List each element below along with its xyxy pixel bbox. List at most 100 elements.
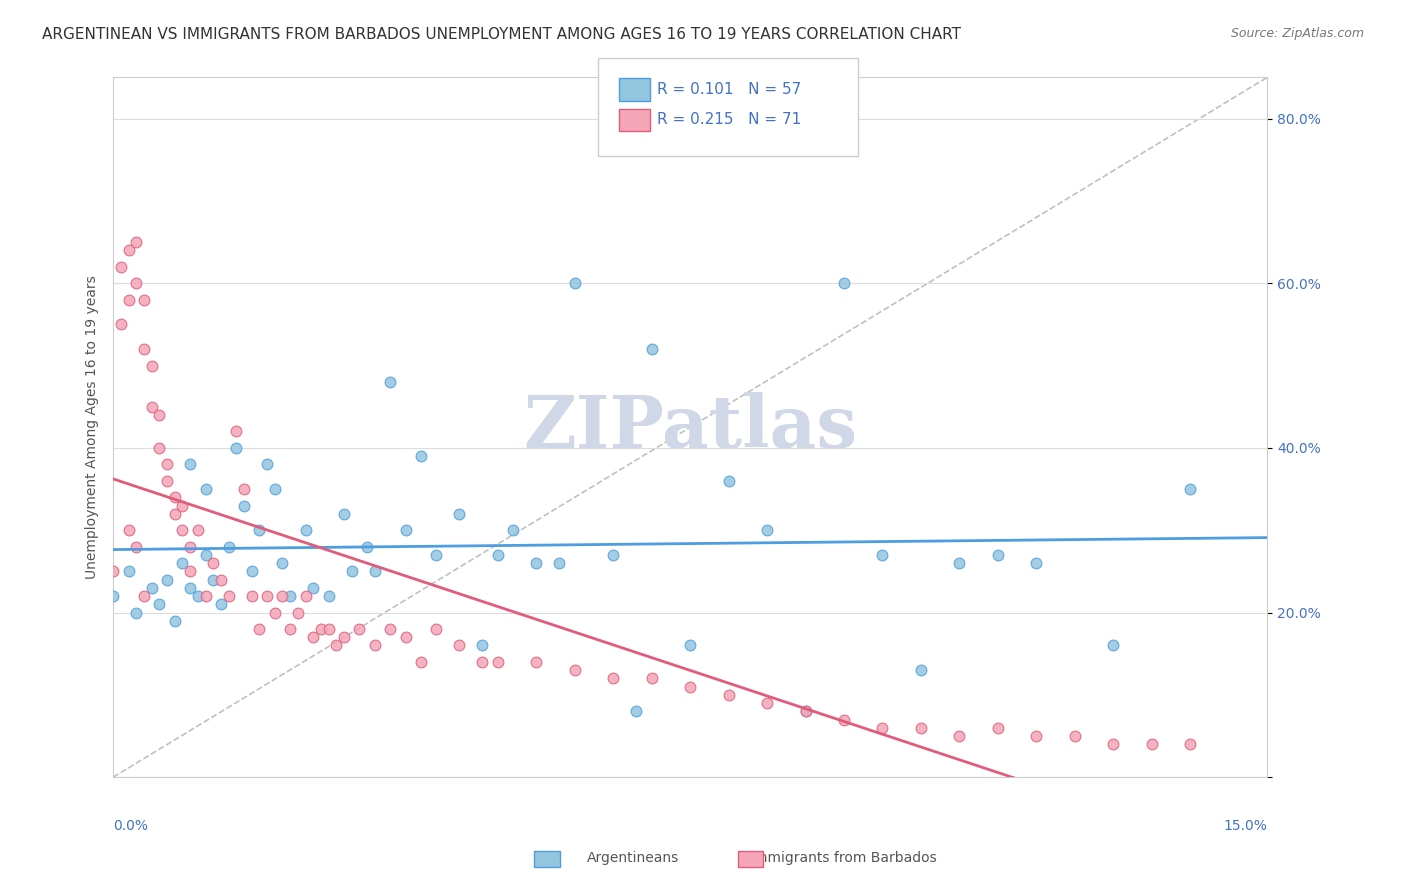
Point — [356, 540, 378, 554]
Point — [271, 589, 294, 603]
Point — [641, 672, 664, 686]
Point — [486, 655, 509, 669]
Point — [247, 523, 270, 537]
Point — [626, 704, 648, 718]
Point — [910, 721, 932, 735]
Point — [602, 672, 624, 686]
Point — [794, 704, 817, 718]
Point — [103, 565, 125, 579]
Point — [364, 639, 387, 653]
Point — [156, 474, 179, 488]
Point — [233, 482, 256, 496]
Point — [1140, 737, 1163, 751]
Point — [263, 482, 285, 496]
Point — [117, 523, 139, 537]
Point — [287, 606, 309, 620]
Point — [179, 565, 201, 579]
Point — [240, 589, 263, 603]
Point — [125, 277, 148, 291]
Point — [378, 375, 401, 389]
Point — [194, 589, 217, 603]
Point — [218, 540, 240, 554]
Point — [125, 235, 148, 249]
Point — [110, 260, 132, 274]
Point — [172, 556, 194, 570]
Point — [717, 474, 740, 488]
Point — [987, 548, 1010, 562]
Point — [1025, 729, 1047, 743]
Point — [409, 449, 432, 463]
Point — [1178, 482, 1201, 496]
Point — [294, 589, 316, 603]
Text: R = 0.215   N = 71: R = 0.215 N = 71 — [657, 112, 801, 127]
Point — [449, 639, 471, 653]
Point — [564, 277, 586, 291]
Point — [187, 523, 209, 537]
Point — [486, 548, 509, 562]
Point — [278, 622, 301, 636]
Point — [364, 565, 387, 579]
Y-axis label: Unemployment Among Ages 16 to 19 years: Unemployment Among Ages 16 to 19 years — [86, 276, 100, 579]
Point — [309, 622, 332, 636]
Point — [340, 565, 363, 579]
Point — [679, 639, 702, 653]
Text: ZIPatlas: ZIPatlas — [523, 392, 858, 463]
Point — [256, 589, 278, 603]
Point — [318, 589, 340, 603]
Point — [278, 589, 301, 603]
Point — [225, 441, 247, 455]
Point — [1102, 737, 1125, 751]
Point — [256, 458, 278, 472]
Point — [948, 729, 970, 743]
Point — [209, 573, 232, 587]
Point — [163, 490, 186, 504]
Text: Argentineans: Argentineans — [586, 851, 679, 865]
Point — [202, 573, 225, 587]
Point — [602, 548, 624, 562]
Point — [110, 318, 132, 332]
Point — [240, 565, 263, 579]
Point — [263, 606, 285, 620]
Point — [832, 713, 855, 727]
Point — [117, 565, 139, 579]
Point — [449, 507, 471, 521]
Point — [910, 663, 932, 677]
Point — [987, 721, 1010, 735]
Point — [349, 622, 371, 636]
Point — [394, 523, 416, 537]
Point — [1025, 556, 1047, 570]
Point — [302, 630, 325, 644]
Point — [471, 639, 494, 653]
Point — [794, 704, 817, 718]
Point — [425, 548, 447, 562]
Point — [394, 630, 416, 644]
Point — [832, 277, 855, 291]
Point — [194, 548, 217, 562]
Point — [409, 655, 432, 669]
Point — [141, 359, 163, 373]
Point — [218, 589, 240, 603]
Point — [148, 597, 170, 611]
Text: Immigrants from Barbados: Immigrants from Barbados — [751, 851, 936, 865]
Point — [564, 663, 586, 677]
Point — [156, 573, 179, 587]
Point — [548, 556, 571, 570]
Point — [425, 622, 447, 636]
Point — [333, 507, 356, 521]
Point — [209, 597, 232, 611]
Text: 0.0%: 0.0% — [114, 819, 148, 833]
Point — [325, 639, 347, 653]
Point — [179, 581, 201, 595]
Point — [148, 441, 170, 455]
Point — [872, 548, 894, 562]
Point — [524, 655, 547, 669]
Point — [948, 556, 970, 570]
Point — [471, 655, 494, 669]
Text: ARGENTINEAN VS IMMIGRANTS FROM BARBADOS UNEMPLOYMENT AMONG AGES 16 TO 19 YEARS C: ARGENTINEAN VS IMMIGRANTS FROM BARBADOS … — [42, 27, 962, 42]
Text: R = 0.101   N = 57: R = 0.101 N = 57 — [657, 82, 801, 96]
Point — [132, 589, 155, 603]
Point — [187, 589, 209, 603]
Point — [125, 540, 148, 554]
Point — [679, 680, 702, 694]
Point — [1178, 737, 1201, 751]
